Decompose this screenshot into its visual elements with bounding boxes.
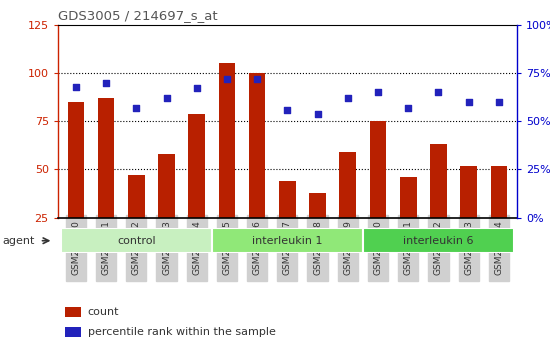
Point xyxy=(102,80,111,85)
Bar xyxy=(158,154,175,218)
Text: agent: agent xyxy=(3,236,35,246)
Point xyxy=(132,105,141,110)
Bar xyxy=(363,228,514,253)
Bar xyxy=(309,193,326,218)
Bar xyxy=(370,121,386,218)
Bar xyxy=(491,166,507,218)
Text: count: count xyxy=(87,307,119,317)
Text: control: control xyxy=(117,236,156,246)
Point xyxy=(283,107,292,113)
Point xyxy=(313,111,322,116)
Point xyxy=(253,76,262,82)
Text: interleukin 6: interleukin 6 xyxy=(403,236,474,246)
Text: percentile rank within the sample: percentile rank within the sample xyxy=(87,327,276,337)
Bar xyxy=(430,144,447,218)
Text: GDS3005 / 214697_s_at: GDS3005 / 214697_s_at xyxy=(58,9,217,22)
Bar xyxy=(249,73,266,218)
Bar xyxy=(128,175,145,218)
Point xyxy=(464,99,473,105)
Bar xyxy=(65,327,81,337)
Bar xyxy=(339,152,356,218)
Bar xyxy=(279,181,296,218)
Bar xyxy=(189,114,205,218)
Bar xyxy=(65,307,81,317)
Point xyxy=(434,90,443,95)
Bar xyxy=(60,228,212,253)
Point xyxy=(343,95,352,101)
Point xyxy=(72,84,80,89)
Bar xyxy=(219,63,235,218)
Point xyxy=(162,95,171,101)
Point xyxy=(494,99,503,105)
Point xyxy=(373,90,382,95)
Bar xyxy=(68,102,84,218)
Point xyxy=(192,86,201,91)
Text: interleukin 1: interleukin 1 xyxy=(252,236,323,246)
Point xyxy=(404,105,412,110)
Bar xyxy=(212,228,363,253)
Bar xyxy=(98,98,114,218)
Bar xyxy=(460,166,477,218)
Bar xyxy=(400,177,416,218)
Point xyxy=(223,76,232,82)
